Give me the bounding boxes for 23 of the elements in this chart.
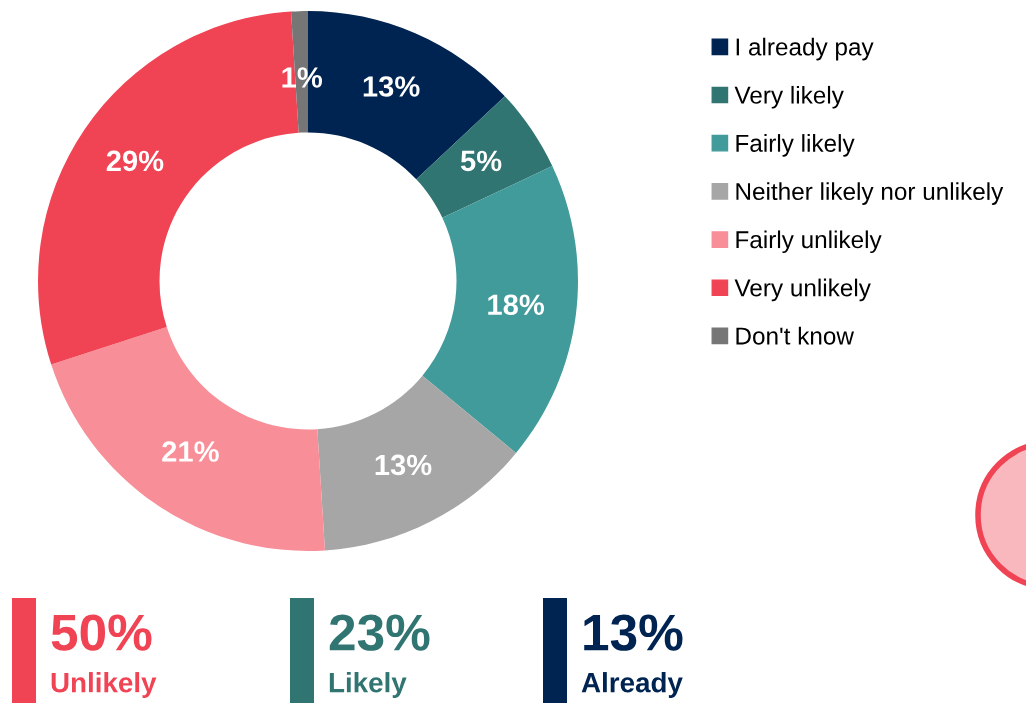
donut-slice (51, 326, 325, 551)
data-label: 13% (375, 454, 432, 476)
donut-slice (317, 375, 517, 551)
legend-label: Very unlikely (734, 278, 871, 302)
data-label: 1% (282, 67, 322, 88)
text: Already (581, 672, 683, 698)
data-label: 29% (106, 150, 164, 172)
legend-label: Don't know (736, 326, 854, 345)
text: Unlikely (51, 672, 157, 698)
text: 13% (584, 614, 683, 651)
text: 23% (329, 614, 430, 651)
legend-label: Fairly unlikely (736, 230, 882, 254)
text: Likely (329, 672, 407, 698)
data-label: 5% (460, 150, 502, 172)
data-label: 13% (363, 76, 420, 97)
legend-label: Fairly likely (736, 134, 855, 157)
data-label: 18% (488, 294, 545, 316)
legend-label: I already pay (736, 37, 874, 61)
legend-label: Very likely (734, 85, 844, 109)
data-label: 21% (162, 441, 219, 462)
text: 50% (51, 614, 152, 651)
legend-label: Neither likely nor unlikely (736, 182, 1004, 205)
donut-slice (416, 96, 553, 218)
